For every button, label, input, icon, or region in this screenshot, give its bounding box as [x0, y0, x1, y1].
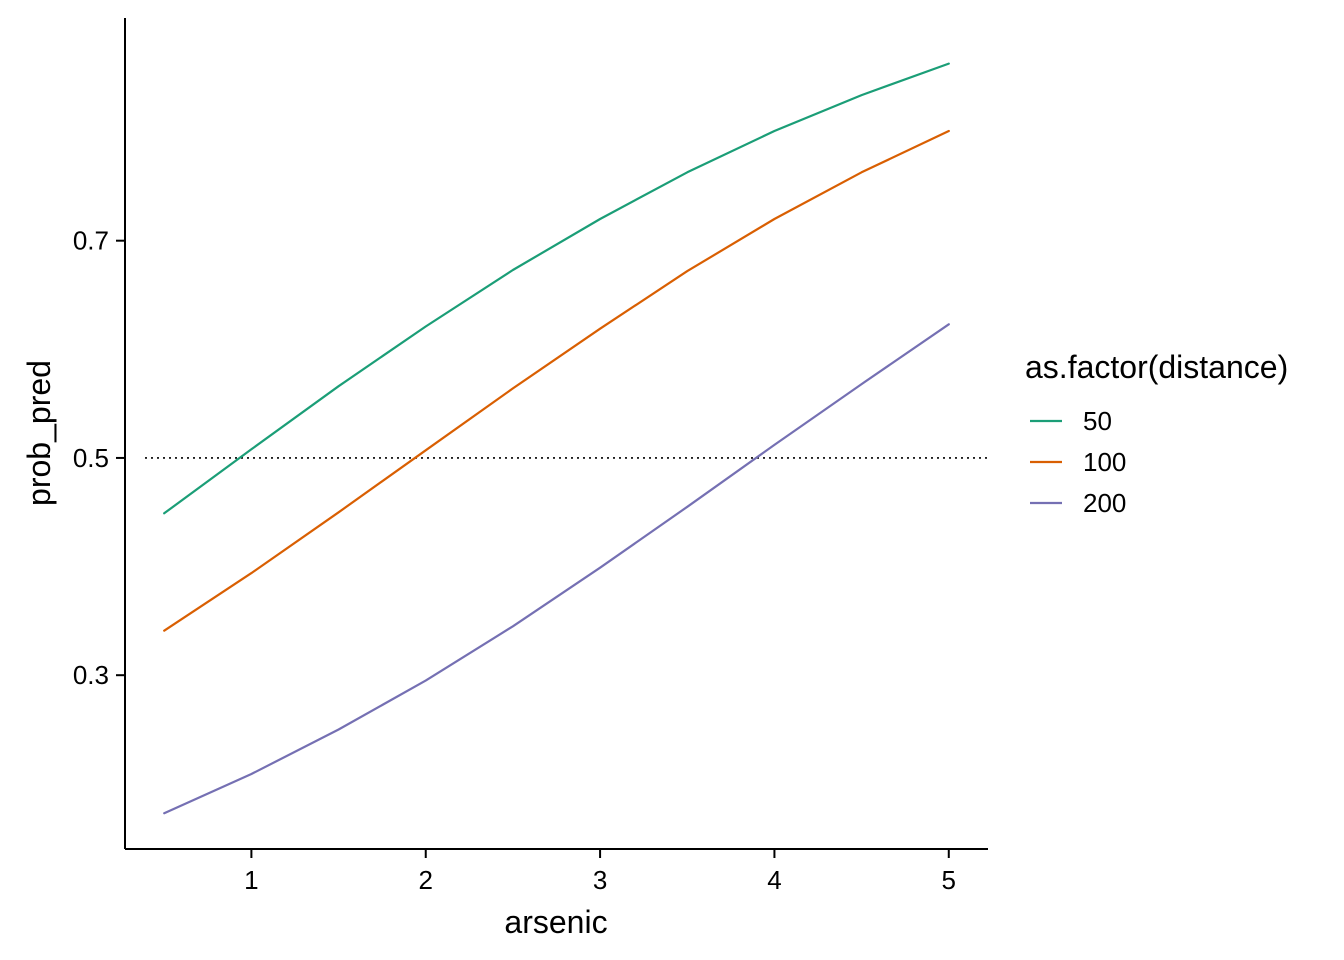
- legend-title: as.factor(distance): [1025, 349, 1288, 385]
- axes: [124, 18, 988, 850]
- x-axis-title: arsenic: [504, 904, 607, 940]
- legend-label-200: 200: [1083, 488, 1126, 518]
- y-tick-label: 0.5: [73, 443, 109, 473]
- x-tick-label: 3: [593, 865, 607, 895]
- plot-area: [145, 62, 988, 815]
- y-tick-label: 0.3: [73, 660, 109, 690]
- x-ticks: 1 2 3 4 5: [244, 849, 956, 895]
- series-line-200: [163, 323, 950, 815]
- series-line-100: [163, 129, 950, 632]
- legend-label-50: 50: [1083, 406, 1112, 436]
- y-tick-label: 0.7: [73, 226, 109, 256]
- x-tick-label: 1: [244, 865, 258, 895]
- y-ticks: 0.3 0.5 0.7: [73, 226, 125, 690]
- legend: as.factor(distance) 50 100 200: [1025, 349, 1288, 518]
- x-tick-label: 4: [767, 865, 781, 895]
- series-line-50: [163, 62, 950, 515]
- legend-label-100: 100: [1083, 447, 1126, 477]
- y-axis-title: prob_pred: [21, 360, 57, 506]
- x-tick-label: 2: [419, 865, 433, 895]
- x-tick-label: 5: [942, 865, 956, 895]
